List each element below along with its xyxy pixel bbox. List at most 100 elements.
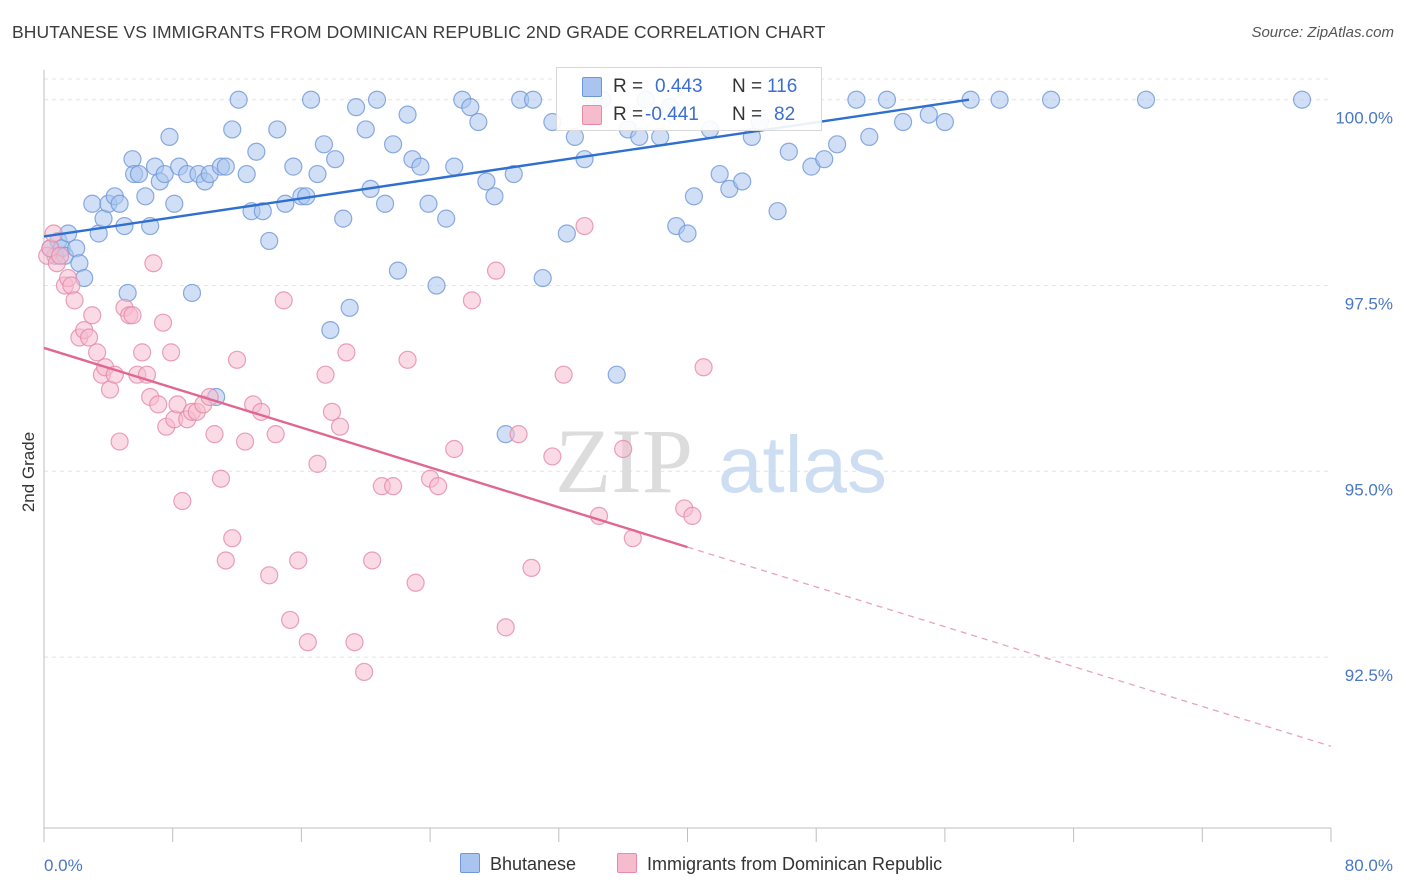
dominican-point — [50, 246, 70, 265]
dominican-point — [227, 350, 247, 369]
bhutanese-point — [216, 157, 235, 176]
bhutanese-point — [301, 90, 321, 109]
dominican-point — [216, 551, 235, 570]
dominican-point — [298, 633, 317, 652]
bhutanese-point — [356, 120, 375, 139]
bhutanese-point — [469, 112, 488, 132]
tick-labels: 92.5% 95.0% 97.5% 100.0% 0.0% 80.0% — [44, 109, 1393, 875]
bhutanese-point — [165, 194, 184, 213]
bhutanese-point — [828, 135, 847, 154]
bhutanese-point — [437, 209, 456, 228]
dominican-point — [363, 551, 382, 570]
dominican-point — [486, 261, 506, 280]
dominican-point — [308, 454, 327, 473]
bhutanese-point — [253, 202, 272, 221]
dominican-point — [87, 343, 107, 362]
data-points — [38, 90, 1312, 682]
bhutanese-point — [935, 112, 955, 132]
bhutanese-point — [67, 239, 86, 258]
dominican-point — [266, 425, 285, 444]
dominican-point — [205, 425, 224, 444]
dominican-point — [496, 618, 515, 637]
bhutanese-point — [247, 142, 266, 161]
legend-r-label: R = — [613, 104, 644, 125]
dominican-point — [274, 291, 293, 310]
bhutanese-point — [504, 164, 523, 184]
dominican-point — [337, 343, 356, 362]
y-axis-label: 2nd Grade — [19, 432, 38, 512]
bhutanese-point — [340, 298, 359, 317]
bhutanese-point — [276, 194, 295, 213]
dominican-point — [173, 491, 192, 511]
dominican-point — [235, 432, 255, 451]
y-tick-label: 97.5% — [1345, 295, 1393, 314]
x-tick-label: 0.0% — [44, 856, 83, 875]
bhutanese-point — [367, 90, 387, 109]
dominican-point — [509, 425, 528, 444]
bhutanese-point — [375, 194, 395, 213]
y-tick-label: 95.0% — [1345, 480, 1393, 499]
dominican-point — [149, 395, 168, 414]
dominican-point — [445, 439, 464, 459]
bhutanese-point — [893, 112, 913, 132]
legend-n-label: N = — [732, 104, 763, 125]
bhutanese-point — [223, 120, 242, 139]
dominican-point — [211, 469, 231, 488]
y-tick-label: 100.0% — [1335, 109, 1393, 128]
dominican-point — [110, 432, 129, 451]
bhutanese-point — [268, 120, 287, 139]
dominican-point — [694, 358, 713, 377]
bhutanese-point — [523, 90, 543, 109]
legend-swatch-dominican — [582, 105, 602, 125]
bhutanese-point — [877, 90, 897, 109]
dominican-point — [83, 306, 102, 325]
bhutanese-point — [383, 135, 403, 154]
bhutanese-point — [1041, 90, 1061, 109]
dominican-point — [554, 365, 573, 384]
bhutanese-point — [575, 150, 594, 169]
watermark-atlas: atlas — [718, 420, 887, 509]
bhutanese-point — [129, 164, 149, 184]
dominican-point — [383, 477, 403, 496]
bhutanese-point — [419, 194, 438, 213]
bhutanese-point — [155, 164, 174, 184]
dominican-point — [322, 402, 342, 421]
dominican-point — [683, 506, 702, 525]
dominican-point — [575, 216, 594, 236]
bhutanese-point — [388, 261, 408, 280]
dominican-point — [79, 328, 99, 347]
bhutanese-point — [136, 187, 155, 206]
bottom-legend-label: Bhutanese — [490, 854, 577, 874]
bhutanese-point — [260, 231, 279, 251]
legend-row-dominican: R = -0.441 N = 82 — [557, 101, 821, 129]
bottom-legend-swatch-bhutanese — [460, 853, 480, 873]
bhutanese-point — [284, 157, 303, 176]
bhutanese-point — [990, 90, 1009, 109]
dominican-point — [65, 291, 84, 310]
dominican-point — [168, 395, 187, 414]
dominican-trend-extension — [687, 546, 1332, 747]
bhutanese-point — [461, 98, 480, 117]
axes — [43, 70, 1332, 842]
y-tick-label: 92.5% — [1345, 666, 1393, 685]
bhutanese-point — [607, 365, 626, 384]
legend-n-value: 82 — [774, 104, 796, 125]
legend-swatch-bhutanese — [582, 77, 602, 97]
bhutanese-point — [314, 135, 334, 154]
dominican-point — [462, 291, 482, 310]
dominican-point — [62, 276, 81, 295]
bhutanese-point — [678, 224, 697, 243]
dominican-point — [153, 313, 173, 332]
dominican-point — [355, 662, 374, 682]
watermark-zip: ZIP — [555, 410, 693, 512]
bhutanese-point — [684, 187, 704, 206]
bhutanese-point — [118, 283, 137, 303]
legend-r-value: -0.441 — [645, 104, 699, 125]
watermark: ZIP atlas — [555, 410, 887, 512]
legend-row-bhutanese: R = 0.443 N = 116 — [557, 73, 821, 101]
bhutanese-point — [1136, 90, 1156, 109]
bhutanese-point — [83, 194, 102, 213]
bhutanese-point — [477, 172, 496, 191]
chart-title: BHUTANESE VS IMMIGRANTS FROM DOMINICAN R… — [12, 22, 826, 42]
